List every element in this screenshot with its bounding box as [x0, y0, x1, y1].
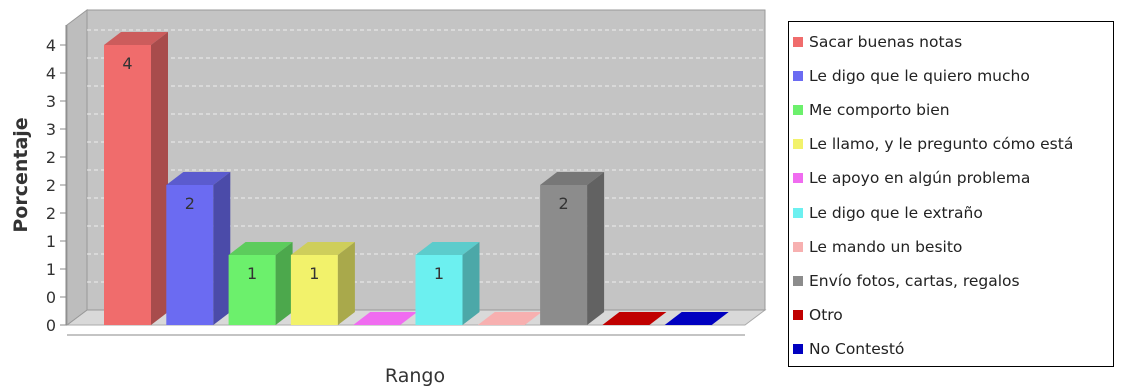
bar-side	[275, 242, 293, 325]
bar-data-label: 2	[185, 194, 195, 213]
legend-swatch	[793, 343, 803, 354]
y-tick-label: 4	[46, 36, 56, 55]
legend-label: Me comporto bien	[809, 101, 950, 120]
bar	[602, 312, 667, 325]
legend: Sacar buenas notas Le digo que le quiero …	[788, 21, 1114, 367]
bars: 4 2 1 1 1 2	[104, 32, 729, 325]
bar-side	[337, 242, 355, 325]
y-tick-label: 0	[46, 316, 56, 335]
bar-top	[353, 312, 418, 325]
legend-item: Le mando un besito	[793, 230, 962, 264]
bar-side	[462, 242, 480, 325]
legend-item: Le digo que le extraño	[793, 196, 983, 230]
y-axis: 0 0 1 1 2 2 2 3 3 4 4	[46, 25, 67, 335]
y-tick-label: 4	[46, 64, 56, 83]
bar-top	[290, 242, 355, 255]
bar	[353, 312, 418, 325]
bar-top	[166, 172, 231, 185]
bar-front	[290, 255, 338, 325]
legend-label: Le apoyo en algún problema	[809, 169, 1031, 188]
legend-swatch	[793, 173, 803, 184]
x-axis-label: Rango	[385, 365, 445, 387]
legend-item: Le llamo, y le pregunto cómo está	[793, 127, 1073, 161]
bar: 1	[415, 242, 480, 325]
bar-top	[228, 242, 293, 255]
legend-label: No Contestó	[809, 339, 905, 358]
legend-item: Envío fotos, cartas, regalos	[793, 264, 1020, 298]
legend-swatch	[793, 37, 803, 47]
bar-side	[587, 172, 605, 325]
y-tick-label: 0	[46, 288, 56, 307]
bar-front	[104, 45, 151, 325]
legend-swatch	[793, 105, 803, 116]
y-tick-label: 2	[46, 176, 56, 195]
y-tick-label: 1	[46, 232, 56, 251]
bar-top	[104, 32, 168, 45]
legend-label: Sacar buenas notas	[809, 33, 963, 51]
y-tick-label: 3	[46, 92, 56, 111]
legend-item: Sacar buenas notas	[793, 25, 962, 59]
bar-front	[415, 255, 463, 325]
legend-item: Le apoyo en algún problema	[793, 161, 1030, 195]
bar-chart: 4 2 1 1 1 2 0 0 1 1 2 2 2 3 3 4 4 Rango Porcentaje	[10, 9, 767, 387]
bar: 4	[104, 32, 168, 325]
y-tick-label: 3	[46, 120, 56, 139]
legend-item: No Contestó	[793, 332, 904, 366]
legend-swatch	[793, 309, 803, 320]
bar: 1	[228, 242, 293, 325]
bar-top	[664, 312, 729, 325]
bar-front	[540, 185, 588, 325]
bar-front	[166, 185, 214, 325]
y-tick-label: 2	[46, 148, 56, 167]
bar: 1	[290, 242, 355, 325]
legend-swatch	[793, 71, 803, 82]
legend-swatch	[793, 207, 803, 218]
legend-item: Me comporto bien	[793, 93, 950, 127]
bar-data-label: 1	[247, 264, 257, 283]
legend-item: Le digo que le quiero mucho	[793, 59, 1030, 93]
legend-label: Le digo que le quiero mucho	[809, 67, 1030, 86]
bar-data-label: 2	[559, 194, 569, 213]
legend-swatch	[793, 139, 803, 150]
y-axis-label: Porcentaje	[10, 117, 32, 232]
bar-top	[477, 312, 542, 325]
legend-label: Envío fotos, cartas, regalos	[809, 271, 1020, 290]
y-tick-label: 2	[46, 204, 56, 223]
y-tick-label: 1	[46, 260, 56, 279]
bar-front	[228, 255, 276, 325]
legend-swatch	[793, 241, 803, 252]
bar-data-label: 1	[309, 264, 319, 283]
bar: 2	[166, 172, 231, 325]
legend-label: Le mando un besito	[809, 237, 963, 256]
legend-label: Le digo que le extraño	[809, 203, 983, 222]
bar: 2	[540, 172, 605, 325]
bar-data-label: 1	[434, 264, 444, 283]
bar-side	[151, 32, 168, 325]
bar-top	[415, 242, 480, 255]
bar-top	[602, 312, 667, 325]
bar	[664, 312, 729, 325]
legend-swatch	[793, 275, 803, 286]
legend-label: Otro	[809, 305, 843, 324]
plot-left-wall	[66, 9, 88, 326]
bar-side	[213, 172, 231, 325]
bar-data-label: 4	[122, 54, 132, 73]
legend-item: Otro	[793, 298, 843, 332]
bar	[477, 312, 542, 325]
bar-top	[540, 172, 605, 185]
legend-label: Le llamo, y le pregunto cómo está	[809, 135, 1074, 154]
